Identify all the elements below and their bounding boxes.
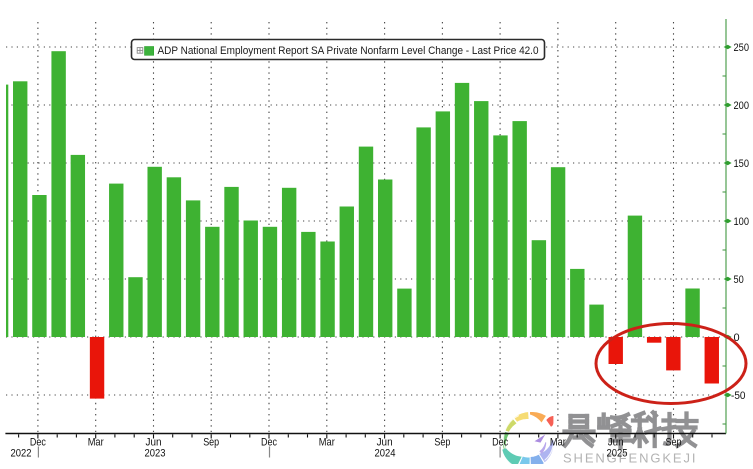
svg-text:0: 0 (734, 332, 740, 344)
svg-text:50: 50 (734, 274, 744, 286)
svg-text:Jun: Jun (146, 437, 162, 449)
svg-text:SHENGFENGKEJI: SHENGFENGKEJI (563, 451, 698, 464)
svg-text:2025: 2025 (607, 448, 628, 460)
svg-text:Mar: Mar (319, 437, 335, 449)
svg-text:Dec: Dec (492, 437, 508, 449)
svg-text:2023: 2023 (145, 448, 166, 460)
svg-text:Dec: Dec (261, 437, 277, 449)
svg-text:Dec: Dec (30, 437, 46, 449)
svg-text:Jun: Jun (608, 437, 624, 449)
svg-text:Sep: Sep (434, 437, 450, 449)
svg-text:100: 100 (734, 216, 750, 228)
svg-text:-50: -50 (731, 390, 746, 402)
svg-text:Sep: Sep (203, 437, 219, 449)
svg-text:ADP National Employment Report: ADP National Employment Report SA Privat… (158, 45, 539, 57)
svg-text:250: 250 (734, 42, 750, 54)
svg-text:200: 200 (734, 100, 750, 112)
svg-text:2024: 2024 (375, 448, 396, 460)
svg-text:Jun: Jun (377, 437, 393, 449)
svg-text:Mar: Mar (88, 437, 104, 449)
svg-text:150: 150 (734, 158, 750, 170)
svg-text:2022: 2022 (11, 448, 32, 460)
svg-text:Sep: Sep (666, 437, 682, 449)
svg-text:Mar: Mar (550, 437, 566, 449)
